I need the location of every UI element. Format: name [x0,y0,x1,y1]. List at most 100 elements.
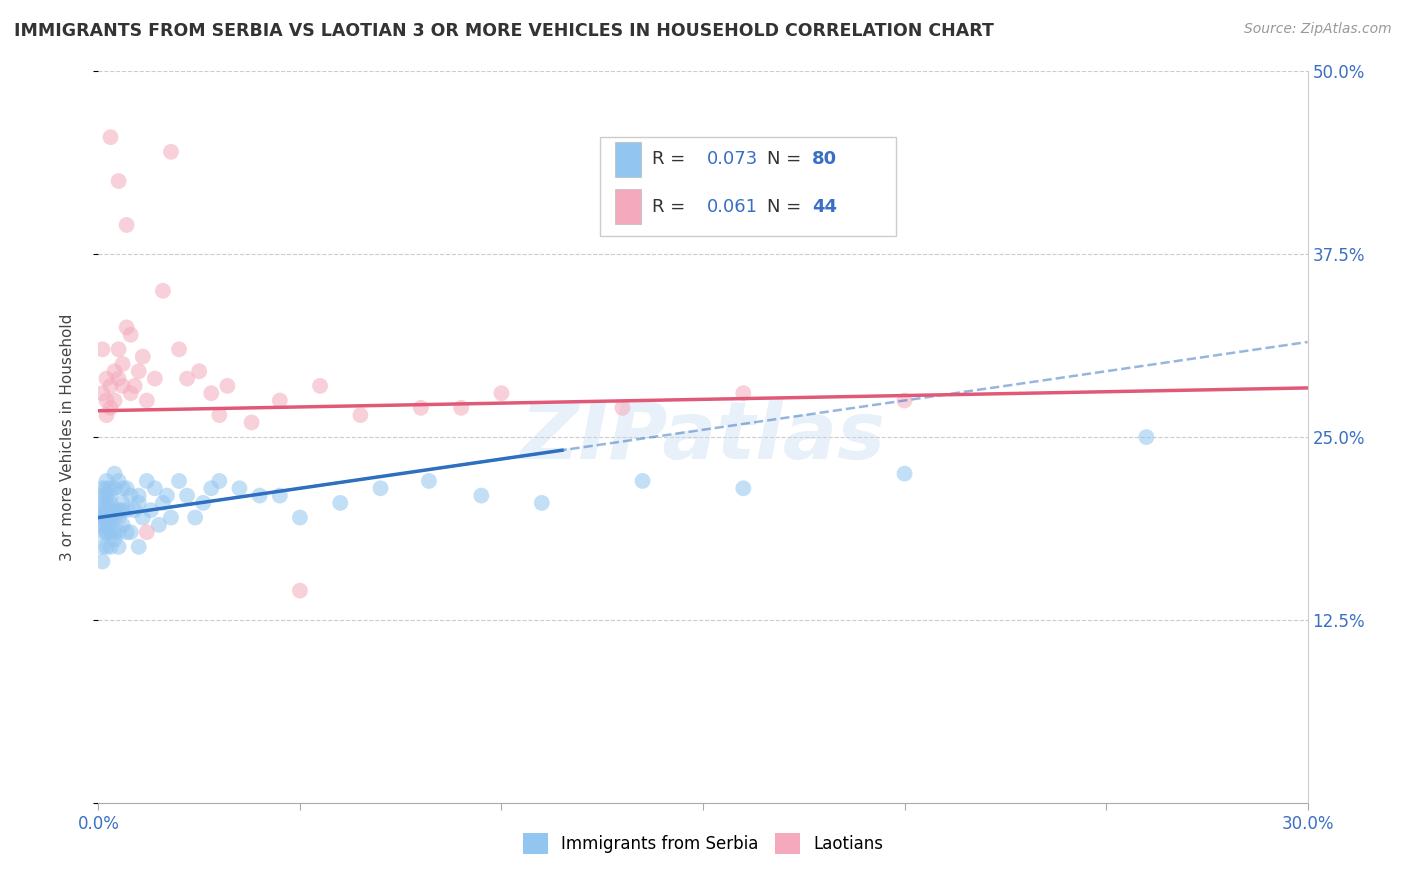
Point [107,503,129,517]
Point [115,218,138,232]
Y-axis label: 3 or more Vehicles in Household: 3 or more Vehicles in Household [60,313,75,561]
Point [100,510,122,524]
Point [491,386,513,401]
Bar [614,189,641,224]
Point [91,540,114,554]
Point [103,393,125,408]
Point [124,379,146,393]
Point [217,379,239,393]
Point [103,533,125,547]
Point [450,401,472,415]
Point [111,503,134,517]
Point [329,496,352,510]
Point [115,525,138,540]
Point [91,525,114,540]
Point [176,371,198,385]
Point [96,408,118,422]
Point [115,320,138,334]
Point [120,327,142,342]
Point [143,481,166,495]
Point [91,510,114,524]
Point [107,343,129,357]
Point [612,401,634,415]
Point [188,364,211,378]
Point [269,393,291,408]
Point [631,474,654,488]
Point [418,474,440,488]
Point [184,510,207,524]
Point [893,393,915,408]
Point [91,386,114,401]
Point [139,503,162,517]
Point [96,503,118,517]
Point [96,496,118,510]
Point [100,540,122,554]
FancyBboxPatch shape [600,137,897,235]
Point [228,481,250,495]
Point [96,393,118,408]
Point [96,540,118,554]
Text: N =: N = [768,150,807,168]
Point [96,525,118,540]
Point [288,583,311,598]
Point [111,496,134,510]
Point [309,379,332,393]
Point [107,474,129,488]
Point [1135,430,1157,444]
Point [100,510,122,524]
Point [132,350,155,364]
Point [100,481,122,495]
Point [288,510,311,524]
Point [96,489,118,503]
Point [135,474,157,488]
Point [111,379,134,393]
Point [96,525,118,540]
Point [103,503,125,517]
Point [208,408,231,422]
Point [103,525,125,540]
Point [100,489,122,503]
Point [132,510,155,524]
Point [107,174,129,188]
Point [107,540,129,554]
Point [100,130,122,145]
Point [152,496,174,510]
Point [128,540,150,554]
Text: R =: R = [652,197,692,216]
Point [111,357,134,371]
Point [160,145,183,159]
Point [148,517,170,532]
Point [96,503,118,517]
Point [103,510,125,524]
Point [111,481,134,495]
Point [91,496,114,510]
Text: Source: ZipAtlas.com: Source: ZipAtlas.com [1244,22,1392,37]
Point [100,496,122,510]
Point [470,489,492,503]
Point [128,489,150,503]
Point [91,503,114,517]
Point [103,481,125,495]
Point [167,474,190,488]
Text: 0.061: 0.061 [707,197,758,216]
Point [103,467,125,481]
Point [124,503,146,517]
Point [111,517,134,532]
Point [160,510,183,524]
Point [107,525,129,540]
Text: ZIPatlas: ZIPatlas [520,398,886,476]
Point [115,481,138,495]
Point [100,401,122,415]
Point [91,481,114,495]
Point [733,481,755,495]
Point [120,489,142,503]
Point [120,386,142,401]
Point [128,496,150,510]
Point [176,489,198,503]
Point [128,364,150,378]
Point [96,371,118,385]
Point [208,474,231,488]
Point [733,386,755,401]
Point [91,343,114,357]
Text: 44: 44 [811,197,837,216]
